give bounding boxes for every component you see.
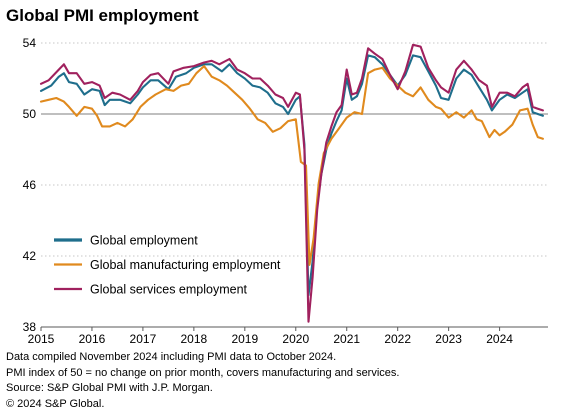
axes: 38 42 46 50 54 2015 2016 2017 2018 2019 2020 2021 20… (23, 36, 548, 346)
series-line-3 (39, 43, 544, 323)
y-tick-label: 42 (23, 249, 37, 263)
y-tick-label: 38 (23, 320, 37, 334)
note-source: Source: S&P Global PMI with J.P. Morgan. (6, 382, 213, 394)
y-tick-label: 46 (23, 178, 37, 192)
x-tick-label: 2018 (181, 332, 208, 346)
series-line-2 (39, 65, 544, 266)
note-data-compiled: Data compiled November 2024 including PM… (6, 351, 337, 363)
x-tick-label: 2020 (282, 332, 309, 346)
y-tick-label: 54 (23, 36, 37, 50)
x-tick-label: 2015 (28, 332, 55, 346)
chart-title: Global PMI employment (6, 6, 199, 25)
legend: Global employment Global manufacturing em… (54, 234, 281, 297)
x-tick-label: 2019 (231, 332, 258, 346)
series-lines (39, 43, 544, 323)
note-pmi-definition: PMI index of 50 = no change on prior mon… (6, 366, 400, 379)
y-tick-label: 50 (23, 107, 37, 121)
x-tick-label: 2021 (333, 332, 360, 346)
x-tick-label: 2017 (130, 332, 157, 346)
footnotes: Data compiled November 2024 including PM… (6, 350, 399, 412)
x-tick-label: 2023 (435, 332, 462, 346)
x-tick-label: 2024 (486, 332, 513, 346)
note-copyright: © 2024 S&P Global. (6, 397, 105, 410)
x-tick-label: 2016 (79, 332, 106, 346)
legend-label-3: Global services employment (90, 283, 248, 297)
legend-label-1: Global employment (90, 234, 198, 248)
series-line-1 (39, 54, 544, 297)
x-tick-label: 2022 (384, 332, 411, 346)
grid-lines (41, 42, 548, 257)
legend-label-2: Global manufacturing employment (90, 258, 281, 272)
